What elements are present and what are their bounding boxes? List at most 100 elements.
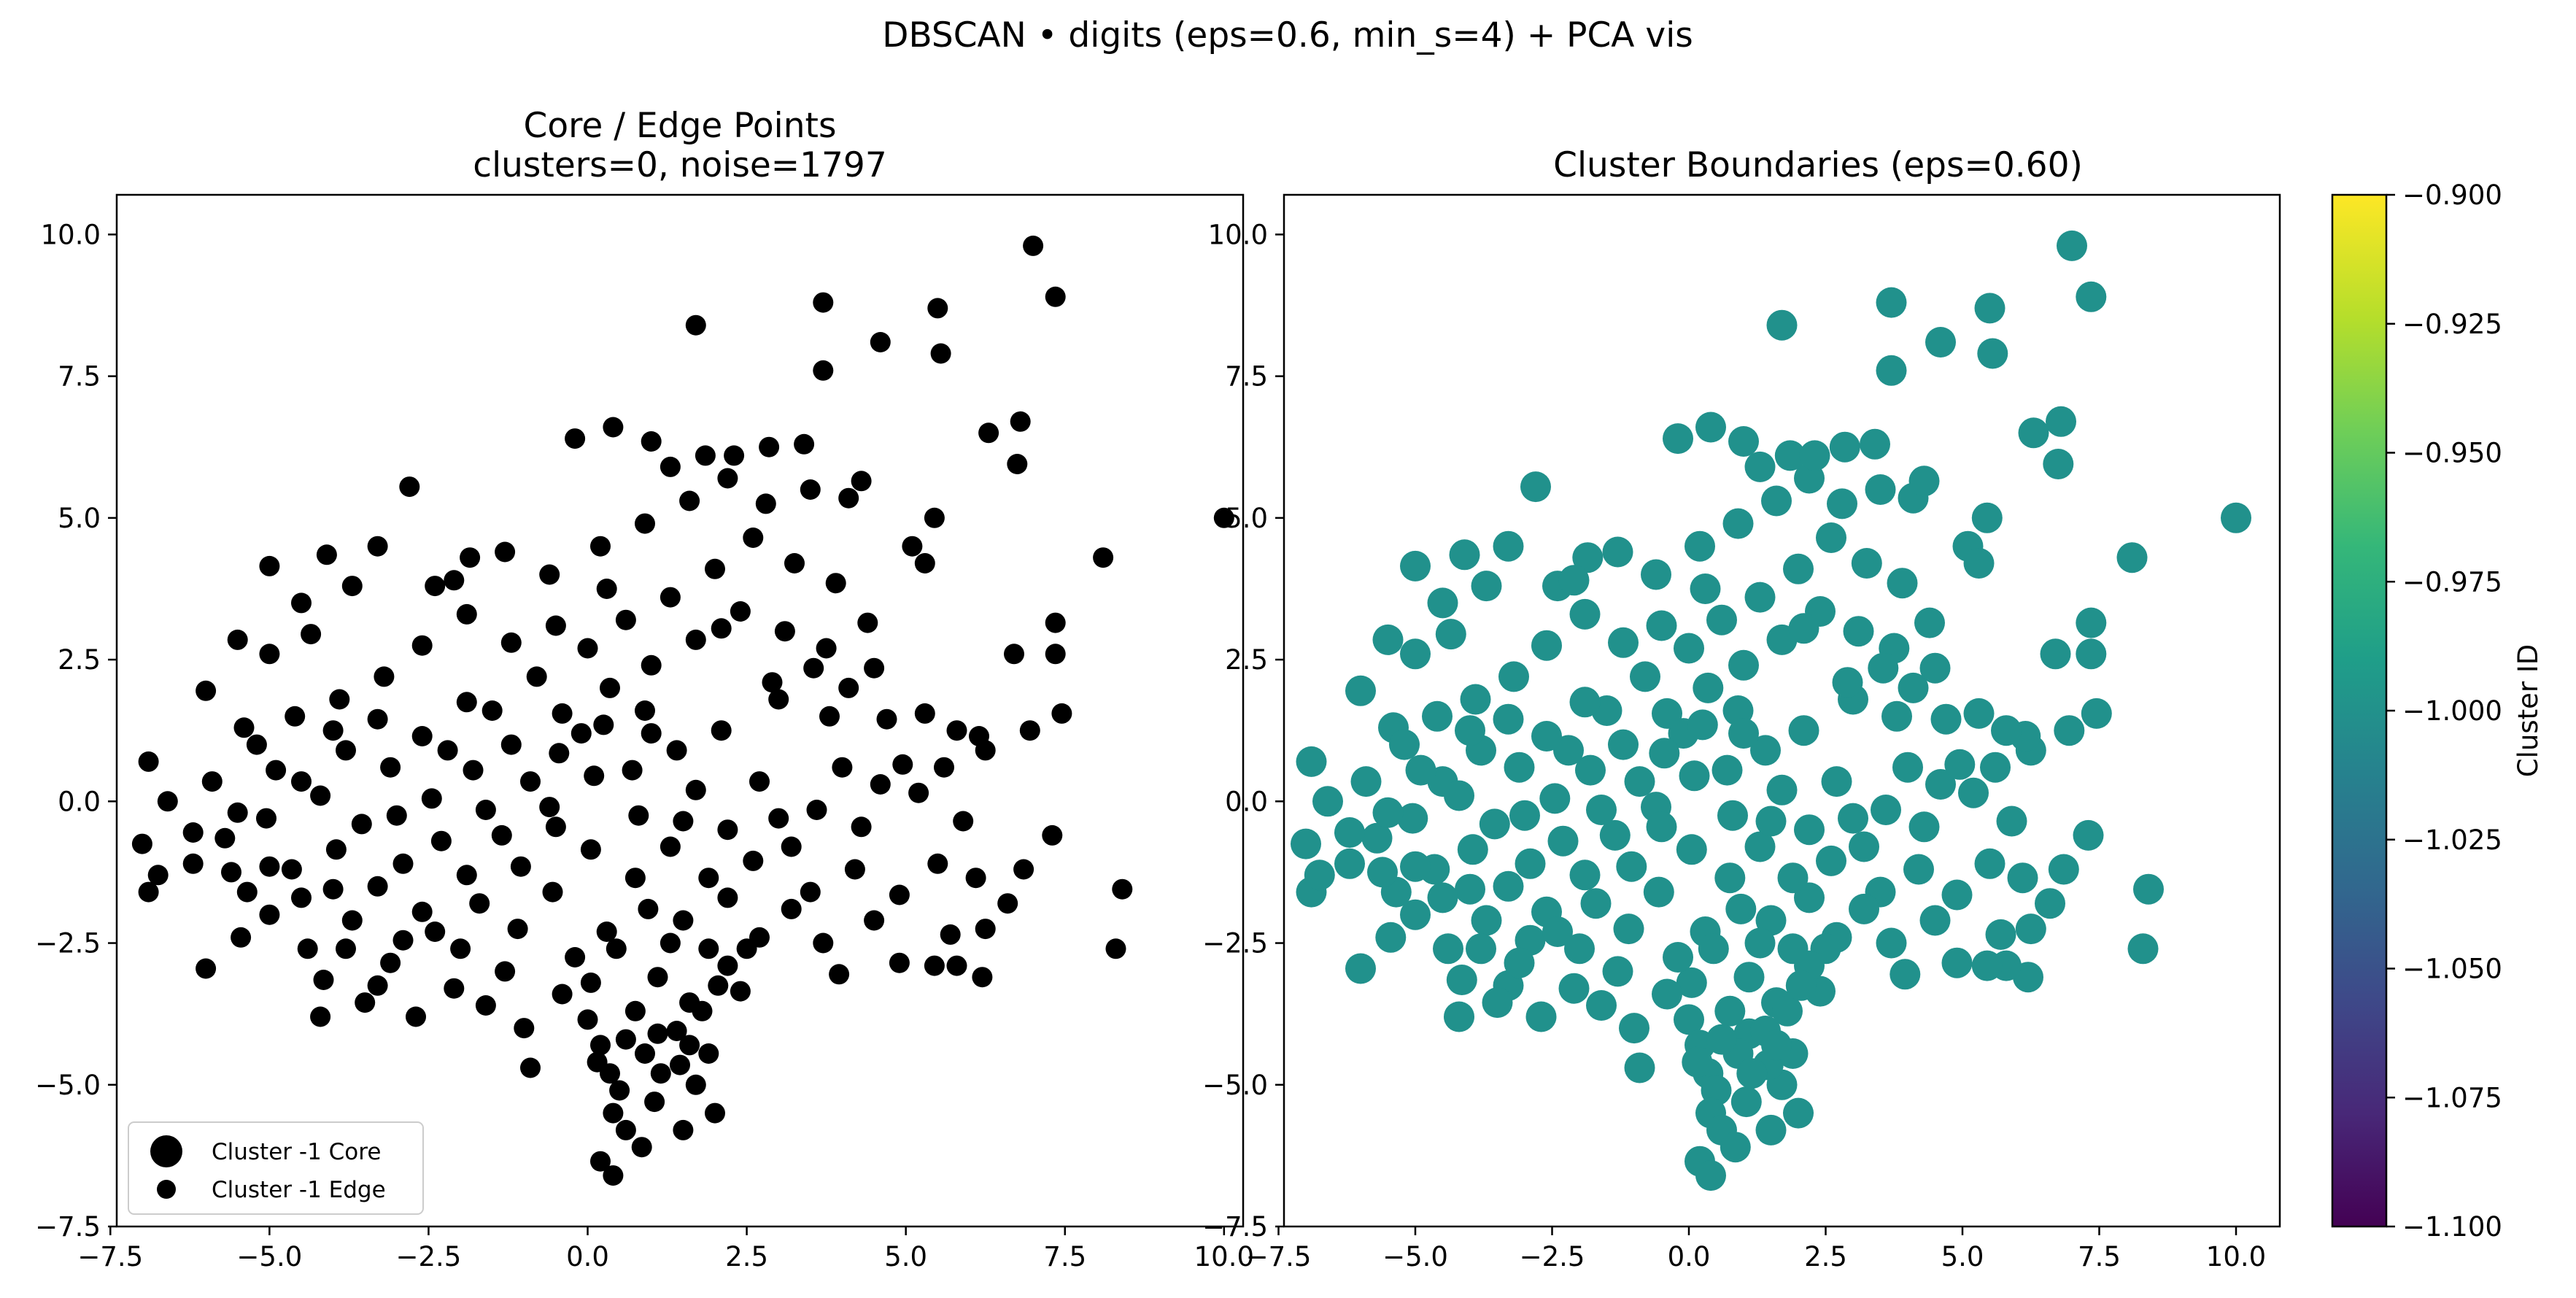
data-point (411, 901, 433, 922)
data-point (1685, 530, 1715, 562)
data-point (539, 797, 560, 818)
data-point (1019, 720, 1040, 741)
data-point (934, 757, 954, 778)
data-point (666, 740, 687, 761)
data-point (1602, 536, 1633, 568)
data-point (603, 1102, 624, 1124)
data-point (1525, 1001, 1557, 1032)
data-point (635, 700, 655, 721)
data-point (1361, 822, 1393, 854)
data-point (679, 490, 700, 511)
data-point (1515, 848, 1546, 879)
data-point (609, 1080, 630, 1101)
data-point (972, 967, 993, 988)
data-point (500, 734, 522, 755)
data-point (2043, 449, 2074, 479)
data-point (1851, 548, 1882, 579)
data-point (940, 924, 961, 945)
legend-core-label: Cluster -1 Core (212, 1139, 381, 1165)
data-point (1876, 927, 1907, 959)
data-point (1613, 913, 1644, 945)
data-point (1558, 973, 1590, 1004)
data-point (1772, 995, 1803, 1027)
data-point (975, 919, 996, 940)
data-point (730, 601, 751, 622)
data-point (969, 726, 989, 746)
data-point (1898, 672, 1929, 703)
data-point (864, 910, 885, 931)
data-point (2040, 638, 2071, 670)
data-point (1004, 644, 1024, 665)
data-point (590, 1035, 611, 1056)
data-point (1930, 703, 1962, 735)
data-point (1914, 607, 1945, 638)
data-point (227, 802, 248, 823)
data-point (1785, 970, 1817, 1001)
data-point (647, 1023, 668, 1044)
left-x-tick-label: 10.0 (1194, 1241, 1254, 1272)
data-point (1974, 293, 2006, 324)
data-point (1725, 893, 1757, 924)
data-point (870, 332, 891, 352)
data-point (214, 827, 236, 849)
data-point (1971, 502, 2003, 533)
data-point (256, 808, 276, 829)
data-point (456, 692, 477, 713)
data-point (201, 771, 223, 792)
left-y-tick-label: 0.0 (58, 786, 101, 817)
data-point (227, 629, 248, 650)
data-point (316, 544, 337, 565)
data-point (1690, 573, 1721, 604)
data-point (1783, 553, 1814, 584)
data-point (355, 992, 376, 1013)
data-point (600, 677, 620, 698)
data-point (673, 1119, 694, 1140)
figure-suptitle: DBSCAN • digits (eps=0.6, min_s=4) + PCA… (882, 15, 1693, 55)
data-point (1619, 1013, 1649, 1044)
data-point (1616, 851, 1647, 882)
data-point (1799, 440, 1830, 471)
data-point (1010, 411, 1031, 432)
data-point (624, 868, 646, 889)
data-point (1695, 1160, 1726, 1191)
data-point (1821, 766, 1852, 797)
data-point (1602, 956, 1633, 987)
data-point (1728, 649, 1759, 681)
data-point (800, 479, 821, 500)
data-point (1045, 612, 1066, 633)
data-point (806, 800, 827, 820)
data-point (1730, 1086, 1762, 1118)
data-point (1774, 440, 1806, 471)
right-x-tick-label: 2.5 (1804, 1241, 1847, 1272)
data-point (1586, 795, 1617, 825)
data-point (1744, 831, 1776, 862)
data-point (857, 612, 878, 633)
data-point (2076, 281, 2107, 312)
data-point (997, 893, 1018, 914)
left-x-tick-label: −2.5 (396, 1241, 462, 1272)
data-point (2057, 230, 2087, 261)
data-point (685, 314, 706, 336)
data-point (1788, 715, 1819, 746)
data-point (1435, 619, 1466, 650)
right-y-tick-label: 7.5 (1225, 361, 1268, 393)
data-point (870, 774, 891, 795)
legend-core-marker (150, 1135, 182, 1167)
data-point (624, 1000, 646, 1021)
data-point (1876, 287, 1907, 318)
data-point (1397, 803, 1428, 834)
right-y-tick-label: 10.0 (1208, 219, 1268, 250)
data-point (1457, 834, 1488, 865)
right-y-tick-label: −7.5 (1202, 1211, 1268, 1243)
data-point (965, 868, 986, 889)
data-point (889, 884, 910, 905)
data-point (1547, 825, 1579, 857)
data-point (1433, 933, 1463, 965)
data-point (851, 816, 872, 838)
legend-edge-marker (157, 1180, 176, 1199)
data-point (1504, 947, 1535, 978)
data-point (1761, 485, 1792, 517)
data-point (341, 576, 363, 597)
data-point (1649, 738, 1680, 769)
